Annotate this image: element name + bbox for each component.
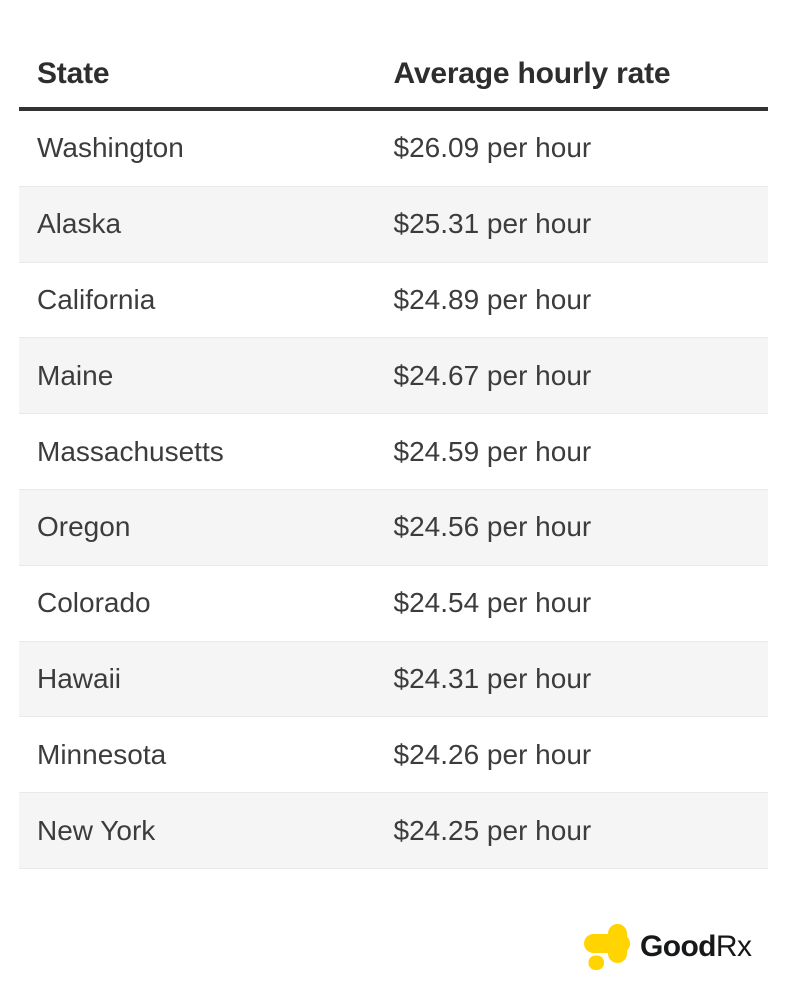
state-cell: Hawaii [37, 662, 122, 694]
rate-cell: $24.59 per hour [393, 435, 592, 467]
rate-cell: $24.89 per hour [393, 283, 592, 315]
table-row-washington: Washington $26.09 per hour [19, 111, 768, 187]
rate-cell: $25.31 per hour [393, 208, 592, 240]
state-cell: New York [37, 814, 156, 846]
state-cell: Colorado [37, 587, 151, 619]
column-header-state: State [37, 57, 110, 90]
state-cell: Maine [37, 359, 114, 391]
rate-cell: $24.56 per hour [393, 511, 592, 543]
table-row-california: California $24.89 per hour [19, 262, 768, 339]
state-cell: Minnesota [37, 738, 167, 770]
goodrx-logo-text-bold: Good [640, 930, 717, 963]
rate-cell: $24.26 per hour [393, 738, 592, 770]
rate-cell: $24.25 per hour [393, 814, 592, 846]
rate-cell: $24.31 per hour [393, 662, 592, 694]
goodrx-plus-icon [584, 924, 631, 970]
goodrx-logo-text-light: Rx [715, 930, 752, 963]
rate-cell: $24.67 per hour [393, 359, 592, 391]
column-header-rate: Average hourly rate [393, 57, 671, 90]
table-row-new-york: New York $24.25 per hour [19, 793, 768, 869]
header-divider-rule [19, 107, 768, 111]
table-row-alaska: Alaska $25.31 per hour [19, 186, 768, 263]
state-cell: California [37, 283, 156, 315]
table-row-maine: Maine $24.67 per hour [19, 338, 768, 415]
state-cell: Oregon [37, 511, 131, 543]
goodrx-logo: GoodRx [584, 924, 752, 970]
state-cell: Washington [37, 132, 184, 164]
table-row-massachusetts: Massachusetts $24.59 per hour [19, 414, 768, 490]
hourly-rate-table: State Average hourly rate Washington $26… [19, 0, 768, 869]
state-cell: Massachusetts [37, 435, 224, 467]
table-row-colorado: Colorado $24.54 per hour [19, 565, 768, 642]
table-row-minnesota: Minnesota $24.26 per hour [19, 717, 768, 794]
rate-cell: $26.09 per hour [393, 132, 592, 164]
rate-cell: $24.54 per hour [393, 587, 592, 619]
table-header-row: State Average hourly rate [19, 41, 768, 107]
table-row-oregon: Oregon $24.56 per hour [19, 489, 768, 566]
goodrx-logo-text: GoodRx [640, 930, 752, 964]
table-row-hawaii: Hawaii $24.31 per hour [19, 641, 768, 718]
state-cell: Alaska [37, 208, 122, 240]
